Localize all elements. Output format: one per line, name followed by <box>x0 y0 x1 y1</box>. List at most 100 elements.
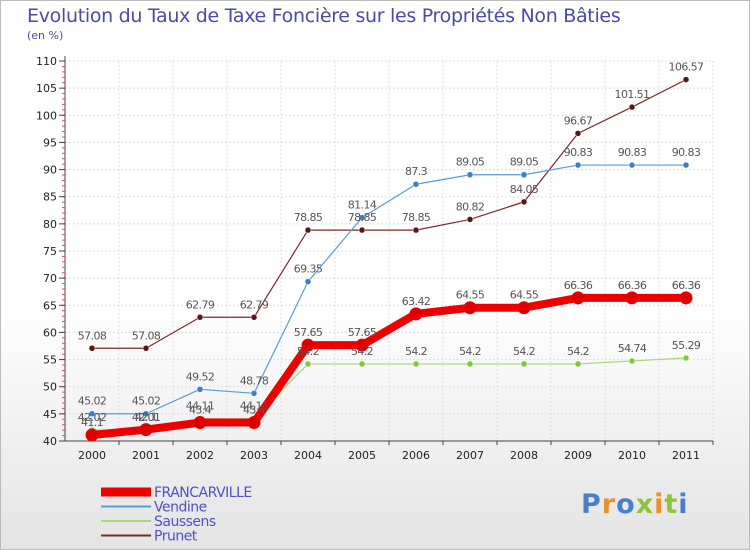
y-tick-label: 60 <box>43 326 57 339</box>
data-label-vendine: 90.83 <box>618 146 647 159</box>
data-point-prunet <box>88 345 96 352</box>
data-point-francarville <box>355 338 369 352</box>
data-label-saussens: 54.2 <box>351 345 373 358</box>
data-point-vendine <box>142 410 150 417</box>
data-point-prunet <box>250 314 258 321</box>
x-tick-label: 2011 <box>672 449 700 462</box>
y-axis-unit: (en %) <box>27 29 64 42</box>
data-point-vendine <box>412 180 420 188</box>
data-label-francarville: 57.65 <box>348 326 377 339</box>
data-point-francarville <box>85 428 99 442</box>
x-tick-label: 2010 <box>618 449 646 462</box>
data-label-saussens: 54.2 <box>567 345 589 358</box>
y-tick-label: 65 <box>43 299 57 312</box>
data-point-vendine <box>358 214 366 221</box>
data-point-prunet <box>682 76 690 83</box>
y-tick-label: 90 <box>43 164 57 177</box>
data-point-vendine <box>466 171 474 178</box>
data-point-vendine <box>520 171 528 178</box>
series-line-vendine <box>92 164 686 415</box>
data-point-francarville <box>247 416 261 430</box>
chart-title: Evolution du Taux de Taxe Foncière sur l… <box>27 5 621 27</box>
data-label-francarville: 66.36 <box>618 279 647 292</box>
data-point-prunet <box>574 130 582 137</box>
data-label-vendine: 90.83 <box>564 146 593 159</box>
data-point-prunet <box>142 345 150 352</box>
data-label-prunet: 62.79 <box>240 298 269 311</box>
data-point-prunet <box>412 226 420 234</box>
data-label-vendine: 48.78 <box>240 374 269 387</box>
logo-letter: r <box>601 489 617 520</box>
data-label-prunet: 78.85 <box>348 211 377 224</box>
data-label-prunet: 57.08 <box>132 329 161 342</box>
data-point-vendine <box>682 161 690 169</box>
data-point-francarville <box>571 291 585 305</box>
data-label-saussens: 44.11 <box>240 400 269 413</box>
data-label-francarville: 43.4 <box>189 404 212 417</box>
data-point-saussens <box>358 360 366 368</box>
data-point-vendine <box>628 161 636 169</box>
legend-label-prunet: Prunet <box>154 529 198 545</box>
x-tick-label: 2005 <box>348 449 376 462</box>
data-point-saussens <box>682 354 690 362</box>
logo-letter: t <box>664 489 679 520</box>
data-point-vendine <box>196 386 204 393</box>
data-label-prunet: 78.85 <box>294 211 323 224</box>
data-label-prunet: 84.05 <box>510 183 539 196</box>
logo-letter: i <box>654 489 665 520</box>
data-label-vendine: 45.02 <box>132 395 161 408</box>
series-line-francarville <box>91 293 686 440</box>
y-tick-label: 100 <box>36 109 57 122</box>
data-label-vendine: 45.02 <box>78 395 107 408</box>
y-tick-label: 95 <box>43 136 57 149</box>
data-label-francarville: 57.65 <box>294 326 323 339</box>
x-tick-label: 2006 <box>402 449 430 462</box>
data-label-francarville: 64.55 <box>510 289 539 302</box>
data-point-francarville <box>193 416 207 430</box>
data-point-francarville <box>517 301 531 315</box>
data-label-prunet: 96.67 <box>564 114 593 127</box>
legend-label-francarville: FRANCARVILLE <box>154 485 252 501</box>
legend-label-saussens: Saussens <box>154 514 216 530</box>
data-label-saussens: 54.74 <box>618 342 647 355</box>
data-label-vendine: 89.05 <box>510 156 539 169</box>
data-label-saussens: 55.29 <box>672 339 701 352</box>
data-point-vendine <box>250 390 258 397</box>
y-tick-label: 40 <box>43 435 57 448</box>
data-label-prunet: 62.79 <box>186 298 215 311</box>
logo-letter: x <box>635 489 655 520</box>
data-label-vendine: 87.3 <box>405 165 428 178</box>
data-label-saussens: 44.11 <box>186 400 215 413</box>
x-tick-label: 2000 <box>78 449 106 462</box>
logo-letter: i <box>678 489 689 520</box>
data-point-vendine <box>88 410 96 417</box>
y-tick-label: 55 <box>43 354 57 367</box>
data-label-francarville: 41.1 <box>81 416 103 429</box>
data-label-prunet: 106.57 <box>669 61 704 74</box>
data-point-francarville <box>463 301 477 315</box>
data-point-prunet <box>304 226 312 234</box>
data-label-saussens: 42.02 <box>78 411 107 424</box>
data-point-vendine <box>304 278 312 285</box>
data-point-francarville <box>625 291 639 305</box>
x-tick-label: 2002 <box>186 449 214 462</box>
x-tick-label: 2001 <box>132 449 160 462</box>
data-point-francarville <box>679 291 693 305</box>
legend-label-vendine: Vendine <box>154 500 207 516</box>
x-tick-label: 2003 <box>240 449 268 462</box>
data-label-francarville: 66.36 <box>672 279 701 292</box>
logo-letter: o <box>616 489 636 520</box>
data-point-francarville <box>409 307 423 321</box>
x-tick-label: 2008 <box>510 449 538 462</box>
series-line-prunet <box>92 79 687 349</box>
data-label-prunet: 78.85 <box>402 211 431 224</box>
data-point-francarville <box>139 423 153 437</box>
data-label-francarville: 63.42 <box>402 295 431 308</box>
data-label-saussens: 54.2 <box>459 345 481 358</box>
data-point-prunet <box>628 103 636 111</box>
data-label-vendine: 69.35 <box>294 263 323 276</box>
data-point-prunet <box>520 198 528 206</box>
data-point-vendine <box>574 161 582 169</box>
